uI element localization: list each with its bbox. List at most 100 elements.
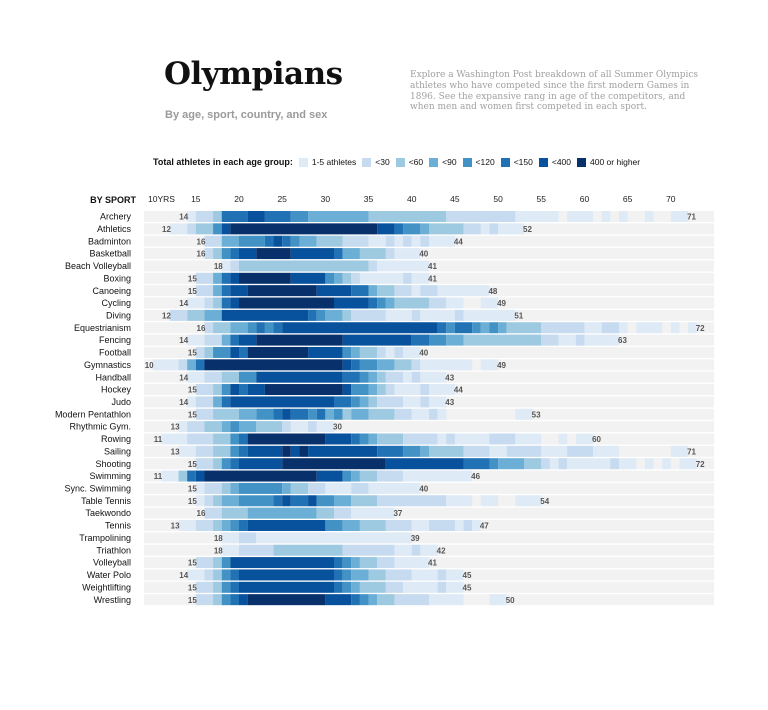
- max-age-label: 44: [454, 237, 463, 246]
- max-age-label: 45: [463, 571, 472, 580]
- legend-items: 1-5 athletes <30 <60 <90 <120 <150 <400 400 or …: [298, 157, 646, 167]
- age-cell: [221, 581, 231, 593]
- sport-label: Taekwondo: [85, 508, 131, 518]
- age-cell: [213, 297, 222, 309]
- age-cell: [213, 408, 239, 420]
- heatmap-row: Fencing 14 63: [99, 334, 714, 346]
- min-age-label: 16: [197, 237, 206, 246]
- age-cell: [195, 482, 205, 494]
- age-cell: [264, 211, 291, 222]
- heatmap-row: Volleyball 15 41: [93, 557, 714, 569]
- age-cell: [213, 458, 222, 470]
- age-cell: [204, 297, 214, 309]
- age-cell: [247, 322, 257, 334]
- age-cell: [290, 495, 309, 507]
- heatmap-row: Archery 14 71: [100, 211, 714, 222]
- age-cell: [385, 371, 404, 383]
- age-cell: [351, 557, 360, 569]
- age-cell: [334, 272, 343, 284]
- age-cell: [446, 581, 464, 593]
- age-cell: [187, 433, 214, 445]
- age-cell: [377, 495, 447, 507]
- age-cell: [290, 248, 334, 260]
- age-cell: [688, 322, 697, 334]
- age-cell: [619, 458, 637, 470]
- legend-swatch: [577, 157, 587, 167]
- age-cell: [377, 445, 404, 457]
- age-cell: [489, 445, 507, 457]
- age-cell: [239, 458, 283, 470]
- age-cell: [342, 544, 395, 556]
- age-cell: [273, 408, 283, 420]
- age-cell: [506, 445, 542, 457]
- age-cell: [403, 396, 421, 408]
- age-cell: [290, 272, 326, 284]
- age-cell: [195, 470, 205, 482]
- legend-item: <120: [462, 157, 495, 167]
- age-cell: [308, 495, 317, 507]
- age-cell: [472, 520, 481, 531]
- age-cell: [377, 371, 386, 383]
- heatmap-row: Hockey 15 44: [101, 384, 714, 396]
- age-cell: [273, 544, 343, 556]
- age-cell: [403, 223, 421, 235]
- age-cell: [480, 223, 490, 235]
- age-cell: [230, 557, 334, 569]
- age-cell: [247, 285, 317, 297]
- age-cell: [178, 359, 188, 371]
- max-age-label: 47: [480, 522, 489, 531]
- age-cell: [342, 235, 369, 247]
- max-age-label: 41: [428, 559, 437, 568]
- age-cell: [221, 482, 231, 494]
- age-cell: [463, 334, 542, 346]
- min-age-label: 16: [197, 324, 206, 333]
- age-cell: [334, 248, 343, 260]
- age-cell: [221, 532, 239, 544]
- age-cell: [221, 235, 239, 247]
- max-age-label: 49: [497, 361, 506, 370]
- age-cell: [359, 396, 369, 408]
- age-cell: [178, 470, 188, 482]
- age-cell: [213, 594, 222, 606]
- x-tick-label: 10YRS: [148, 194, 175, 204]
- age-cell: [247, 346, 309, 358]
- age-cell: [636, 322, 663, 334]
- age-cell: [230, 458, 239, 470]
- age-cell: [359, 594, 369, 606]
- age-cell: [359, 371, 369, 383]
- age-cell: [429, 520, 455, 531]
- age-cell: [359, 272, 404, 284]
- age-cell: [239, 248, 257, 260]
- age-cell: [480, 359, 499, 371]
- age-cell: [394, 544, 412, 556]
- age-cell: [316, 421, 334, 433]
- age-cell: [420, 384, 429, 396]
- sport-label: Hockey: [101, 385, 132, 395]
- age-cell: [256, 371, 343, 383]
- age-cell: [359, 248, 386, 260]
- age-cell: [187, 334, 205, 346]
- age-cell: [446, 433, 455, 445]
- age-cell: [230, 433, 239, 445]
- age-cell: [316, 495, 334, 507]
- min-age-label: 12: [162, 311, 171, 320]
- age-cell: [437, 433, 447, 445]
- age-cell: [394, 346, 404, 358]
- age-cell: [368, 569, 386, 581]
- page-title: Olympians: [164, 56, 343, 92]
- age-cell: [213, 223, 222, 235]
- age-cell: [239, 532, 257, 544]
- row-background: [144, 346, 714, 358]
- age-cell: [437, 569, 447, 581]
- age-cell: [221, 507, 248, 519]
- age-cell: [239, 520, 248, 531]
- age-cell: [282, 458, 386, 470]
- x-tick-label: 60: [580, 194, 590, 204]
- age-cell: [567, 445, 594, 457]
- heatmap-row: Water Polo 14 45: [87, 569, 714, 581]
- age-cell: [420, 235, 429, 247]
- age-cell: [420, 359, 473, 371]
- age-cell: [204, 371, 222, 383]
- age-cell: [169, 309, 188, 321]
- age-cell: [230, 260, 239, 272]
